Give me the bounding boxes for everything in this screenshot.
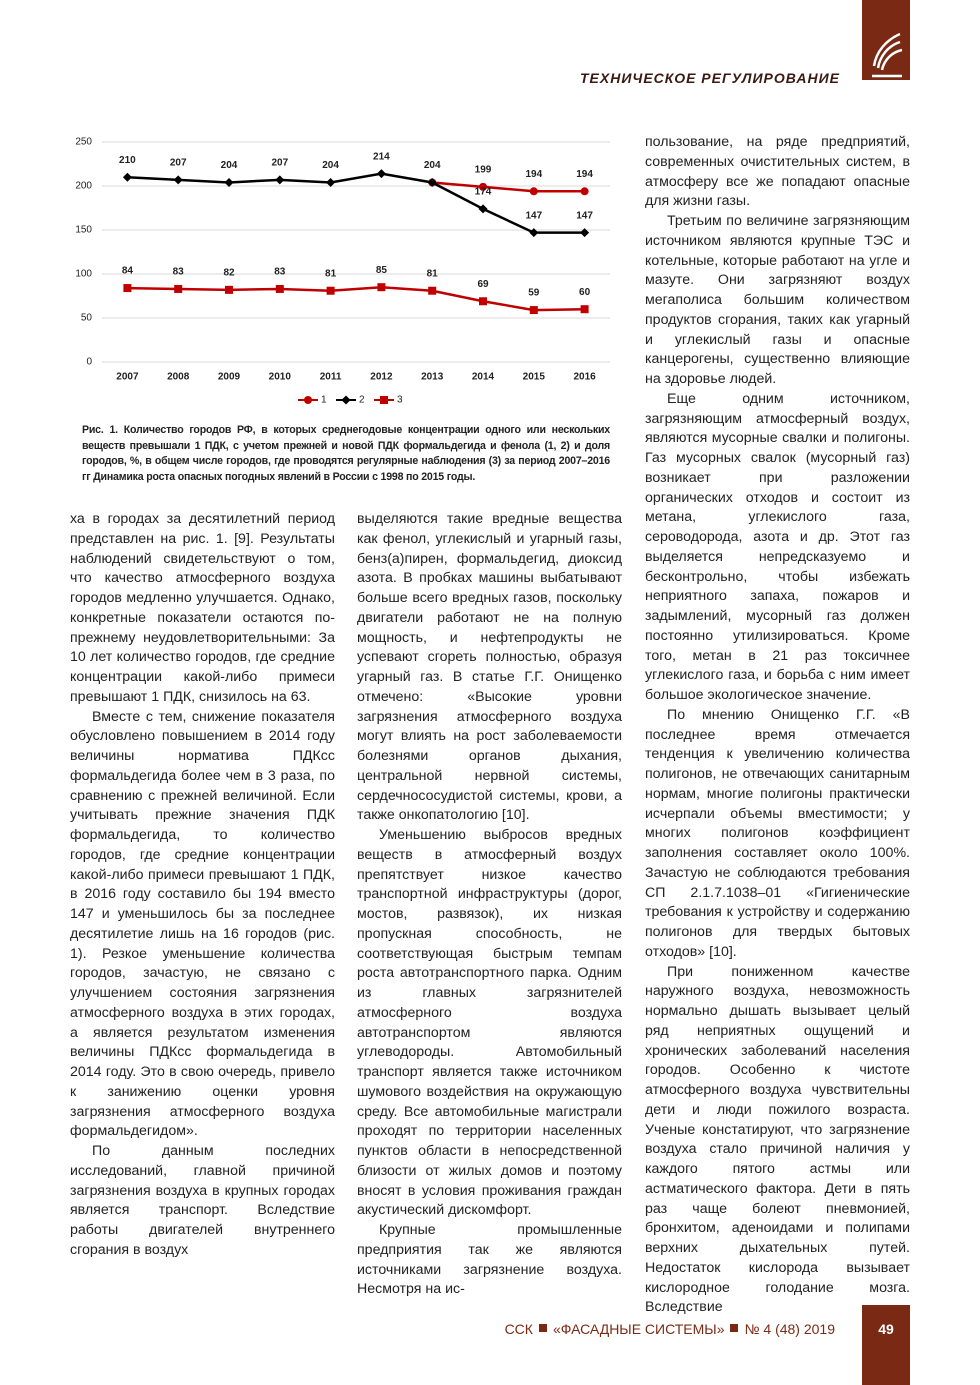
x-tick-label: 2015 bbox=[523, 372, 546, 383]
data-label: 81 bbox=[325, 268, 337, 279]
paragraph: пользование, на ряде предприятий, соврем… bbox=[645, 134, 910, 210]
paragraph: Вместе с тем, снижение показателя обусло… bbox=[70, 708, 335, 1140]
page-number: 49 bbox=[862, 1305, 910, 1385]
y-tick-label: 200 bbox=[75, 181, 92, 192]
data-label: 204 bbox=[424, 160, 441, 171]
y-tick-label: 100 bbox=[75, 269, 92, 280]
data-label: 204 bbox=[322, 160, 339, 171]
data-label: 147 bbox=[576, 210, 593, 221]
separator bbox=[538, 1324, 547, 1332]
data-point bbox=[122, 172, 132, 182]
data-point bbox=[174, 284, 183, 293]
legend-label: 3 bbox=[397, 395, 403, 406]
data-label: 83 bbox=[274, 267, 286, 278]
paragraph: По мнению Онищенко Г.Г. «В последнее вре… bbox=[645, 706, 910, 960]
series-line bbox=[432, 181, 585, 193]
data-point bbox=[427, 177, 437, 187]
series-line bbox=[127, 172, 585, 234]
legend-marker bbox=[341, 395, 351, 405]
data-point bbox=[225, 285, 233, 294]
data-label: 147 bbox=[525, 210, 542, 221]
data-label: 214 bbox=[373, 151, 390, 162]
footer-text: № 4 (48) 2019 bbox=[744, 1321, 835, 1337]
x-tick-label: 2013 bbox=[421, 372, 444, 383]
text-column: ха в городах за десятилетний период пред… bbox=[70, 510, 335, 1261]
text-column: выделяются такие вредные вещества как фе… bbox=[357, 510, 622, 1300]
header-tab bbox=[862, 0, 910, 80]
y-tick-label: 250 bbox=[75, 137, 92, 148]
paragraph: По данным последних исследований, главно… bbox=[70, 1143, 335, 1258]
data-label: 207 bbox=[170, 157, 187, 168]
paragraph: Крупные промышленные предприятия так же … bbox=[357, 1222, 622, 1298]
data-label: 194 bbox=[576, 169, 593, 180]
data-point bbox=[580, 228, 590, 238]
data-point bbox=[275, 175, 285, 185]
y-tick-label: 150 bbox=[75, 225, 92, 236]
data-point bbox=[123, 284, 132, 293]
data-point bbox=[377, 283, 386, 292]
data-label: 85 bbox=[376, 265, 388, 276]
legend-label: 2 bbox=[359, 395, 365, 406]
paragraph: При пониженном качестве наружного воздух… bbox=[645, 963, 910, 1316]
data-label: 59 bbox=[528, 288, 540, 299]
data-label: 81 bbox=[427, 268, 439, 279]
data-point bbox=[275, 284, 284, 293]
data-label: 174 bbox=[475, 187, 492, 198]
data-label: 204 bbox=[221, 160, 238, 171]
data-point bbox=[478, 204, 488, 214]
x-tick-label: 2007 bbox=[116, 372, 139, 383]
data-label: 84 bbox=[122, 266, 134, 277]
x-tick-label: 2010 bbox=[269, 372, 292, 383]
data-point bbox=[326, 177, 336, 187]
x-tick-label: 2008 bbox=[167, 372, 190, 383]
section-title: ТЕХНИЧЕСКОЕ РЕГУЛИРОВАНИЕ bbox=[580, 70, 840, 86]
figure-caption: Рис. 1. Количество городов РФ, в которых… bbox=[82, 424, 610, 483]
data-label: 60 bbox=[579, 287, 591, 298]
paragraph: Еще одним источником, загрязняющим атмос… bbox=[645, 390, 910, 703]
text-column: пользование, на ряде предприятий, соврем… bbox=[645, 133, 910, 1318]
data-point bbox=[173, 175, 183, 185]
x-tick-label: 2011 bbox=[320, 372, 342, 383]
data-point bbox=[479, 297, 487, 306]
data-point bbox=[529, 306, 538, 315]
data-point bbox=[479, 182, 487, 191]
legend-label: 1 bbox=[321, 395, 327, 406]
data-point bbox=[580, 187, 589, 196]
data-label: 194 bbox=[525, 169, 542, 180]
data-label: 69 bbox=[477, 279, 489, 290]
data-label: 210 bbox=[119, 155, 136, 166]
y-tick-label: 50 bbox=[81, 313, 93, 324]
paragraph: Уменьшению выбросов вредных веществ в ат… bbox=[357, 827, 622, 1219]
data-point bbox=[428, 286, 437, 295]
data-point bbox=[224, 177, 234, 187]
legend-marker bbox=[304, 396, 312, 404]
chart: 0 50 100 150 200 250 2007 2008 2009 2010 2011 2012 2… bbox=[75, 137, 610, 406]
paragraph: Третьим по величине загрязняющим источни… bbox=[645, 213, 910, 387]
data-point bbox=[326, 286, 335, 295]
paragraph: выделяются такие вредные вещества как фе… bbox=[357, 511, 622, 824]
footer-text: ССК bbox=[504, 1321, 533, 1337]
data-point bbox=[580, 305, 589, 314]
separator bbox=[730, 1324, 739, 1332]
footer: ССК «ФАСАДНЫЕ СИСТЕМЫ» № 4 (48) 2019 bbox=[505, 1321, 835, 1337]
data-point bbox=[529, 228, 539, 238]
paragraph: ха в городах за десятилетний период пред… bbox=[70, 511, 335, 705]
x-tick-label: 2012 bbox=[370, 372, 393, 383]
series-line bbox=[127, 285, 585, 312]
logo bbox=[872, 32, 903, 78]
legend-marker bbox=[380, 396, 388, 404]
x-tick-label: 2016 bbox=[573, 372, 596, 383]
x-tick-label: 2014 bbox=[472, 372, 495, 383]
data-label: 199 bbox=[475, 165, 492, 176]
data-label: 207 bbox=[271, 157, 288, 168]
data-label: 82 bbox=[223, 267, 235, 278]
data-label: 83 bbox=[173, 267, 185, 278]
y-tick-label: 0 bbox=[86, 357, 92, 368]
data-point bbox=[529, 187, 538, 196]
data-point bbox=[376, 169, 386, 179]
x-tick-label: 2009 bbox=[218, 372, 241, 383]
footer-text: «ФАСАДНЫЕ СИСТЕМЫ» bbox=[552, 1321, 725, 1337]
